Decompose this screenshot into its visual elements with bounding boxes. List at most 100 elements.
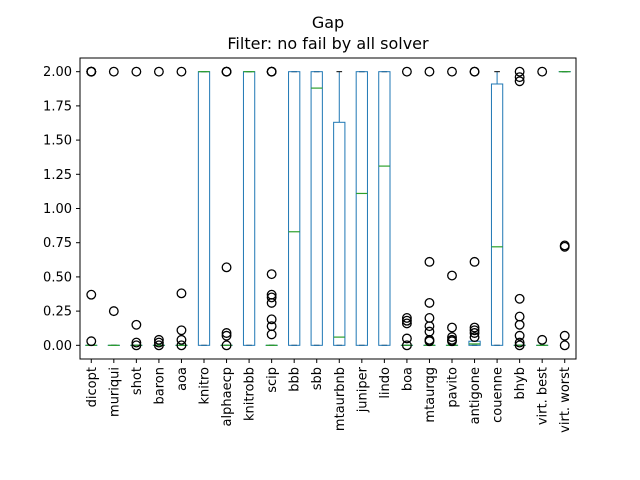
outlier-point: [108, 66, 119, 77]
y-tick-label: 1.25: [43, 168, 72, 183]
outlier-point: [153, 337, 164, 348]
x-tick-label: dicopt: [85, 367, 100, 407]
outlier-point: [424, 313, 435, 323]
outlier-point: [514, 337, 525, 348]
outlier-point: [266, 297, 277, 308]
outlier-point: [108, 306, 119, 317]
outlier-point: [401, 66, 412, 77]
outlier-point: [221, 340, 232, 351]
box-group: [355, 71, 368, 346]
x-tick-label: muriqui: [107, 367, 122, 417]
x-tick-label: scip: [265, 367, 280, 393]
outlier-point: [86, 289, 97, 300]
outlier-point: [514, 340, 525, 351]
outlier-point: [424, 326, 435, 337]
box-iqr: [333, 121, 346, 346]
y-tick-label: 1.50: [43, 134, 72, 149]
outlier-point: [131, 340, 142, 351]
box-group: [468, 66, 481, 346]
x-tick-label: bhyb: [513, 367, 528, 399]
y-tick-label: 0.50: [43, 270, 72, 285]
box-group: [107, 66, 120, 346]
outlier-point: [469, 66, 480, 77]
box-iqr: [378, 71, 391, 346]
x-tick-label: alphaecp: [220, 367, 235, 426]
box-group: [333, 71, 346, 346]
x-tick-label: lindo: [378, 367, 393, 399]
x-tick-label: antigone: [468, 367, 483, 424]
box-iqr: [355, 71, 368, 346]
x-tick-label: knitrobb: [243, 367, 258, 421]
box-iqr: [242, 71, 256, 346]
outlier-point: [514, 330, 525, 341]
chart-title: Gap: [312, 13, 344, 32]
box-group: [175, 66, 188, 351]
outlier-point: [514, 311, 525, 322]
box-iqr: [310, 71, 323, 346]
outlier-point: [86, 66, 97, 77]
outlier-point: [131, 337, 142, 348]
x-tick-label: boa: [400, 367, 415, 391]
box-group: [85, 66, 98, 347]
outlier-point: [176, 334, 187, 345]
outlier-point: [176, 340, 187, 351]
box-group: [242, 71, 256, 346]
box-group: [378, 71, 391, 346]
outlier-point: [153, 340, 164, 351]
outlier-point: [447, 332, 457, 343]
box-iqr: [197, 71, 211, 346]
box-group: [558, 71, 571, 351]
box-group: [310, 71, 323, 346]
outlier-point: [401, 340, 412, 351]
outlier-point: [447, 270, 457, 281]
outlier-point: [86, 336, 97, 347]
x-tick-label: juniper: [355, 366, 370, 413]
outlier-point: [447, 322, 457, 333]
outlier-point: [401, 313, 412, 323]
y-tick-label: 1.00: [43, 202, 72, 217]
x-tick-label: mtaurqg: [423, 367, 438, 423]
y-axis-ticks: 0.00 0.25 0.50 0.75 1.00 1.25 1.50 1.75 2.00: [43, 65, 80, 354]
outlier-point: [153, 66, 164, 77]
y-tick-label: 0.75: [43, 236, 72, 251]
x-tick-label: knitro: [198, 367, 213, 405]
outlier-point: [153, 334, 164, 345]
box-group: [288, 71, 301, 346]
outlier-point: [559, 241, 570, 252]
x-tick-label: virt. best: [536, 367, 551, 425]
box-iqr: [490, 83, 504, 346]
x-tick-label: baron: [152, 367, 167, 404]
outlier-point: [221, 328, 232, 338]
x-tick-label: shot: [130, 367, 145, 395]
outlier-point: [537, 66, 548, 77]
outlier-point: [559, 330, 570, 341]
chart-subtitle: Filter: no fail by all solver: [227, 34, 429, 53]
outlier-point: [266, 269, 277, 280]
x-tick-label: mtaurbnb: [333, 367, 348, 431]
outlier-point: [401, 333, 412, 344]
outlier-point: [266, 66, 277, 77]
box-group: [490, 71, 504, 346]
x-axis-ticks: dicopt muriqui shot baron aoa knitro alphaecp k…: [85, 359, 573, 433]
outlier-point: [424, 336, 435, 347]
outlier-point: [176, 288, 187, 299]
outlier-point: [266, 329, 277, 340]
x-tick-label: pavito: [446, 367, 461, 408]
outlier-point: [221, 330, 232, 341]
y-tick-label: 2.00: [43, 65, 72, 80]
outlier-point: [266, 314, 277, 325]
outlier-point: [424, 321, 435, 332]
outlier-point: [469, 256, 480, 267]
box-group: [400, 66, 414, 351]
x-tick-label: virt. worst: [558, 367, 573, 433]
outlier-point: [469, 332, 480, 343]
outlier-point: [514, 66, 525, 77]
outlier-point: [469, 325, 480, 336]
outlier-point: [559, 340, 570, 351]
box-group: [130, 66, 143, 351]
x-tick-label: aoa: [175, 367, 190, 391]
outlier-point: [447, 66, 457, 77]
box-group: [220, 66, 233, 351]
outlier-point: [424, 66, 435, 77]
